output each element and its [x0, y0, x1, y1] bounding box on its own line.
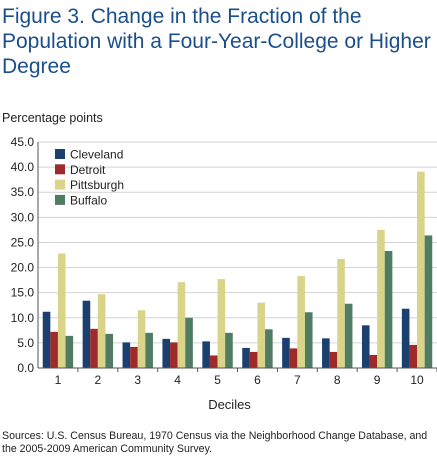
bar-cleveland-decile-10: [401, 308, 410, 368]
bar-buffalo-decile-9: [384, 250, 393, 368]
y-tick-label: 45.0: [11, 135, 35, 149]
bar-detroit-decile-8: [329, 351, 338, 368]
bar-buffalo-decile-2: [105, 333, 114, 368]
legend-label-buffalo: Buffalo: [70, 193, 107, 207]
bar-detroit-decile-10: [409, 344, 418, 368]
gridlines: [38, 141, 437, 344]
y-tick-label: 5.0: [17, 336, 34, 350]
bar-pittsburgh-decile-5: [217, 279, 226, 368]
bar-buffalo-decile-1: [65, 335, 74, 368]
bar-cleveland-decile-5: [202, 341, 210, 368]
x-tick-label: 9: [374, 373, 381, 387]
figure-title: Figure 3. Change in the Fraction of the …: [2, 5, 431, 78]
bar-pittsburgh-decile-7: [297, 276, 305, 368]
bar-buffalo-decile-7: [304, 312, 313, 368]
bar-pittsburgh-decile-4: [177, 282, 186, 368]
y-tick-label: 15.0: [11, 286, 35, 300]
bar-detroit-decile-9: [369, 354, 378, 368]
y-tick-label: 0.0: [17, 361, 34, 375]
x-tick-label: 6: [254, 373, 261, 387]
bar-detroit-decile-4: [170, 342, 178, 368]
legend-swatch-cleveland: [55, 149, 65, 159]
y-tick-label: 35.0: [11, 185, 35, 199]
bar-pittsburgh-decile-6: [257, 302, 266, 368]
y-tick-labels: 0.0 5.0 10.0 15.0 20.0 25.0 30.0 35.0 40.0 45.0: [11, 135, 35, 375]
bar-cleveland-decile-2: [82, 300, 91, 368]
bar-cleveland-decile-6: [242, 347, 250, 368]
y-tick-label: 10.0: [11, 311, 35, 325]
y-axis-label: Percentage points: [2, 111, 103, 125]
x-tick-label: 4: [174, 373, 181, 387]
legend-label-pittsburgh: Pittsburgh: [70, 178, 124, 192]
x-tick-label: 7: [294, 373, 301, 387]
legend-label-cleveland: Cleveland: [70, 148, 123, 162]
bar-pittsburgh-decile-10: [417, 171, 425, 368]
bar-buffalo-decile-3: [145, 332, 153, 368]
bar-detroit-decile-5: [209, 355, 218, 368]
bar-cleveland-decile-9: [361, 325, 370, 368]
y-tick-label: 30.0: [11, 210, 35, 224]
bars: [42, 171, 433, 368]
bar-detroit-decile-1: [50, 331, 58, 368]
x-tick-label: 2: [95, 373, 102, 387]
legend-swatch-buffalo: [55, 194, 65, 205]
x-tick-label: 8: [334, 373, 341, 387]
x-tick-labels: 1 2 3 4 5 6 7 8 9 10: [55, 373, 424, 387]
bar-cleveland-decile-1: [42, 311, 51, 368]
x-axis-label: Deciles: [208, 397, 251, 412]
bar-cleveland-decile-8: [322, 338, 330, 368]
x-tick-label: 5: [214, 373, 221, 387]
bar-detroit-decile-2: [90, 328, 98, 368]
bar-buffalo-decile-6: [265, 329, 273, 368]
legend-label-detroit: Detroit: [70, 163, 106, 177]
legend-swatch-detroit: [55, 164, 65, 175]
bar-cleveland-decile-3: [122, 342, 131, 368]
axes: [37, 142, 437, 372]
bar-detroit-decile-7: [289, 348, 298, 368]
bar-buffalo-decile-4: [185, 317, 193, 368]
bar-cleveland-decile-4: [162, 338, 171, 368]
bar-pittsburgh-decile-3: [137, 310, 146, 368]
source-note: Sources: U.S. Census Bureau, 1970 Census…: [2, 430, 428, 455]
bar-detroit-decile-3: [130, 346, 138, 368]
bar-detroit-decile-6: [249, 351, 258, 368]
x-tick-label: 3: [134, 373, 141, 387]
y-tick-label: 40.0: [11, 160, 35, 174]
bar-pittsburgh-decile-9: [377, 229, 385, 368]
bar-buffalo-decile-5: [225, 332, 233, 368]
x-tick-label: 10: [410, 373, 424, 387]
bar-cleveland-decile-7: [282, 337, 290, 368]
bar-buffalo-decile-8: [344, 303, 353, 368]
legend-swatch-pittsburgh: [55, 179, 65, 190]
bar-pittsburgh-decile-2: [97, 294, 106, 368]
y-tick-label: 25.0: [11, 235, 35, 249]
x-tick-label: 1: [55, 373, 62, 387]
bar-pittsburgh-decile-8: [337, 259, 345, 368]
y-tick-label: 20.0: [11, 261, 35, 275]
bar-buffalo-decile-10: [424, 235, 433, 368]
bar-pittsburgh-decile-1: [57, 253, 66, 368]
